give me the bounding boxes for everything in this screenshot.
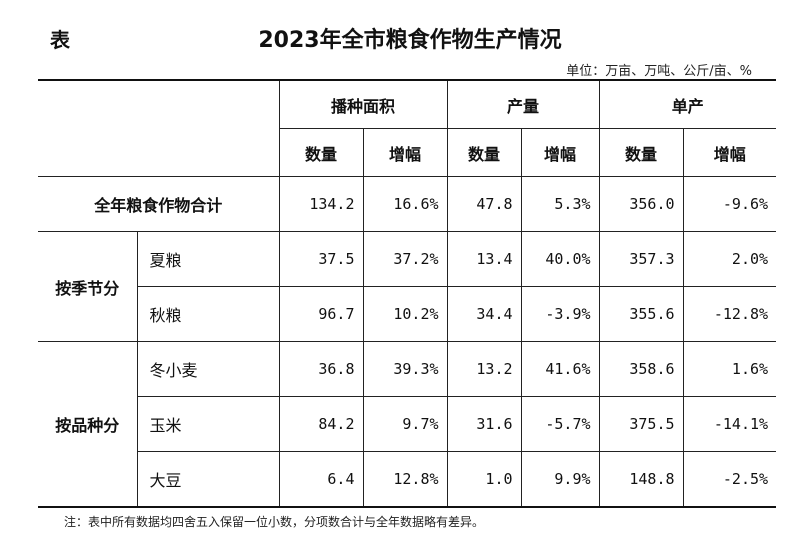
cell-value: 96.7 [278, 286, 364, 342]
cell-value: -2.5% [682, 451, 777, 508]
header-count: 数量 [598, 128, 684, 177]
header-change: 增幅 [362, 128, 448, 177]
table-row: 玉米 84.2 9.7% 31.6 -5.7% 375.5 -14.1% [38, 396, 777, 452]
cell-value: 84.2 [278, 396, 364, 452]
cell-value: 37.2% [362, 231, 448, 287]
cell-value: 356.0 [598, 176, 684, 232]
header-change: 增幅 [682, 128, 777, 177]
cell-value: 2.0% [682, 231, 777, 287]
cell-value: 9.9% [520, 451, 600, 508]
cell-value: 1.0 [446, 451, 522, 508]
table-row: 按品种分 冬小麦 36.8 39.3% 13.2 41.6% 358.6 1.6… [38, 341, 777, 508]
cell-value: 13.2 [446, 341, 522, 397]
cell-value: 39.3% [362, 341, 448, 397]
header-count: 数量 [446, 128, 522, 177]
cell-value: 16.6% [362, 176, 448, 232]
cell-value: -3.9% [520, 286, 600, 342]
row-label: 冬小麦 [136, 341, 280, 397]
cell-value: 10.2% [362, 286, 448, 342]
cell-value: 31.6 [446, 396, 522, 452]
cell-value: 13.4 [446, 231, 522, 287]
header-change: 增幅 [520, 128, 600, 177]
row-label: 大豆 [136, 451, 280, 508]
header-count: 数量 [278, 128, 364, 177]
cell-value: 9.7% [362, 396, 448, 452]
header-output: 产量 [446, 79, 600, 129]
table-row: 秋粮 96.7 10.2% 34.4 -3.9% 355.6 -12.8% [38, 286, 777, 342]
cell-value: -14.1% [682, 396, 777, 452]
cell-value: 1.6% [682, 341, 777, 397]
group-label-variety: 按品种分 [38, 341, 138, 508]
cell-value: 358.6 [598, 341, 684, 397]
cell-value: 5.3% [520, 176, 600, 232]
table-row: 大豆 6.4 12.8% 1.0 9.9% 148.8 -2.5% [38, 451, 777, 508]
cell-value: 357.3 [598, 231, 684, 287]
cell-value: 6.4 [278, 451, 364, 508]
cell-value: 40.0% [520, 231, 600, 287]
table-row: 按季节分 夏粮 37.5 37.2% 13.4 40.0% 357.3 2.0% [38, 231, 777, 342]
row-label: 秋粮 [136, 286, 280, 342]
table-row-total: 全年粮食作物合计 134.2 16.6% 47.8 5.3% 356.0 -9.… [38, 176, 777, 232]
cell-value: 375.5 [598, 396, 684, 452]
cell-value: 355.6 [598, 286, 684, 342]
cell-value: 34.4 [446, 286, 522, 342]
page-title: 2023年全市粮食作物生产情况 [258, 28, 562, 53]
unit-note: 单位：万亩、万吨、公斤/亩、% [566, 64, 752, 79]
cell-value: 12.8% [362, 451, 448, 508]
cell-value: 37.5 [278, 231, 364, 287]
header-row-sub: 数量 增幅 数量 增幅 数量 增幅 [38, 128, 777, 177]
header-sown-area: 播种面积 [278, 79, 448, 129]
cell-value: 36.8 [278, 341, 364, 397]
row-label: 玉米 [136, 396, 280, 452]
group-label-season: 按季节分 [38, 231, 138, 342]
row-label: 夏粮 [136, 231, 280, 287]
cell-value: 134.2 [278, 176, 364, 232]
cell-value: 148.8 [598, 451, 684, 508]
cell-value: -9.6% [682, 176, 777, 232]
header-row-groups: 播种面积 产量 单产 [38, 79, 777, 177]
cell-value: -12.8% [682, 286, 777, 342]
table-label: 表 [50, 28, 70, 52]
cell-value: -5.7% [520, 396, 600, 452]
grain-production-table: 播种面积 产量 单产 数量 增幅 数量 增幅 数量 增幅 全年粮食作物合计 13… [38, 79, 777, 508]
footnote: 注：表中所有数据均四舍五入保留一位小数，分项数合计与全年数据略有差异。 [64, 515, 485, 529]
row-label-total: 全年粮食作物合计 [38, 176, 280, 232]
cell-value: 41.6% [520, 341, 600, 397]
cell-value: 47.8 [446, 176, 522, 232]
header-yield: 单产 [598, 79, 777, 129]
header-blank [38, 79, 280, 177]
